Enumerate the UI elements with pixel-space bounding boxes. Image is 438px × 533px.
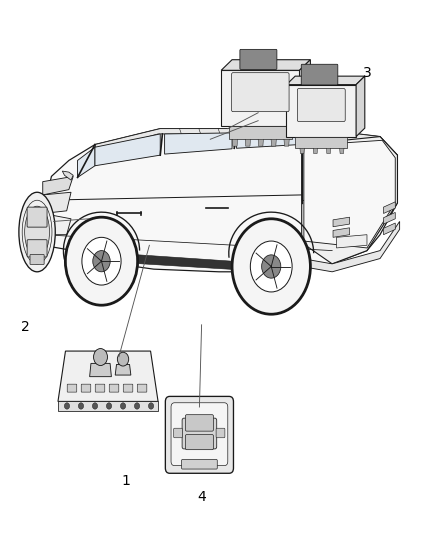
FancyBboxPatch shape xyxy=(81,384,91,392)
Polygon shape xyxy=(245,139,251,146)
FancyBboxPatch shape xyxy=(182,459,217,469)
Polygon shape xyxy=(258,139,263,146)
FancyBboxPatch shape xyxy=(27,207,47,227)
FancyBboxPatch shape xyxy=(182,418,217,449)
Polygon shape xyxy=(300,60,311,126)
Polygon shape xyxy=(43,128,397,272)
FancyBboxPatch shape xyxy=(185,415,213,431)
Polygon shape xyxy=(271,139,276,146)
Ellipse shape xyxy=(25,206,49,258)
Text: 1: 1 xyxy=(121,474,130,488)
Polygon shape xyxy=(237,133,300,148)
Polygon shape xyxy=(302,150,380,208)
Circle shape xyxy=(82,237,121,285)
Polygon shape xyxy=(300,148,304,154)
Text: 2: 2 xyxy=(21,320,30,335)
Polygon shape xyxy=(286,85,356,136)
Polygon shape xyxy=(284,139,289,146)
Polygon shape xyxy=(78,147,95,177)
Polygon shape xyxy=(165,133,232,154)
Polygon shape xyxy=(62,171,73,180)
Circle shape xyxy=(64,403,70,409)
Polygon shape xyxy=(229,126,292,139)
Polygon shape xyxy=(58,401,158,410)
Circle shape xyxy=(65,217,138,305)
Circle shape xyxy=(78,403,84,409)
FancyBboxPatch shape xyxy=(95,384,105,392)
FancyBboxPatch shape xyxy=(232,72,289,112)
Text: 3: 3 xyxy=(363,66,371,80)
Ellipse shape xyxy=(19,192,55,272)
Circle shape xyxy=(251,241,292,292)
Polygon shape xyxy=(95,134,160,166)
FancyBboxPatch shape xyxy=(240,50,277,69)
Polygon shape xyxy=(43,214,71,235)
Polygon shape xyxy=(384,213,395,224)
Polygon shape xyxy=(356,76,365,136)
Polygon shape xyxy=(326,148,331,154)
FancyBboxPatch shape xyxy=(30,255,44,264)
FancyBboxPatch shape xyxy=(185,434,213,450)
Circle shape xyxy=(93,251,110,272)
Polygon shape xyxy=(313,148,318,154)
Polygon shape xyxy=(304,140,395,248)
FancyBboxPatch shape xyxy=(297,88,345,122)
FancyBboxPatch shape xyxy=(123,384,133,392)
Circle shape xyxy=(117,352,129,366)
Polygon shape xyxy=(58,351,158,401)
Polygon shape xyxy=(43,176,73,195)
Polygon shape xyxy=(43,192,71,214)
FancyBboxPatch shape xyxy=(137,384,147,392)
Circle shape xyxy=(232,219,311,314)
Circle shape xyxy=(120,403,126,409)
Polygon shape xyxy=(384,223,395,235)
Polygon shape xyxy=(95,128,397,155)
Polygon shape xyxy=(99,252,271,272)
Circle shape xyxy=(106,403,112,409)
Polygon shape xyxy=(115,365,131,375)
FancyBboxPatch shape xyxy=(173,428,183,438)
Polygon shape xyxy=(333,228,350,237)
FancyBboxPatch shape xyxy=(27,240,47,257)
Polygon shape xyxy=(302,221,399,272)
Polygon shape xyxy=(302,136,397,264)
Circle shape xyxy=(261,255,281,278)
Polygon shape xyxy=(336,235,367,248)
Circle shape xyxy=(94,349,107,366)
FancyBboxPatch shape xyxy=(67,384,77,392)
FancyBboxPatch shape xyxy=(171,403,228,466)
Polygon shape xyxy=(286,76,365,85)
Polygon shape xyxy=(221,60,311,70)
FancyBboxPatch shape xyxy=(216,428,225,438)
Polygon shape xyxy=(232,139,237,146)
Polygon shape xyxy=(333,217,350,227)
FancyBboxPatch shape xyxy=(166,397,233,473)
Polygon shape xyxy=(295,136,347,148)
Polygon shape xyxy=(339,148,344,154)
Polygon shape xyxy=(90,364,111,377)
Circle shape xyxy=(134,403,140,409)
Text: 4: 4 xyxy=(197,490,206,504)
Circle shape xyxy=(148,403,154,409)
Circle shape xyxy=(92,403,98,409)
Polygon shape xyxy=(384,202,395,214)
FancyBboxPatch shape xyxy=(301,64,338,85)
FancyBboxPatch shape xyxy=(109,384,119,392)
Polygon shape xyxy=(221,70,300,126)
